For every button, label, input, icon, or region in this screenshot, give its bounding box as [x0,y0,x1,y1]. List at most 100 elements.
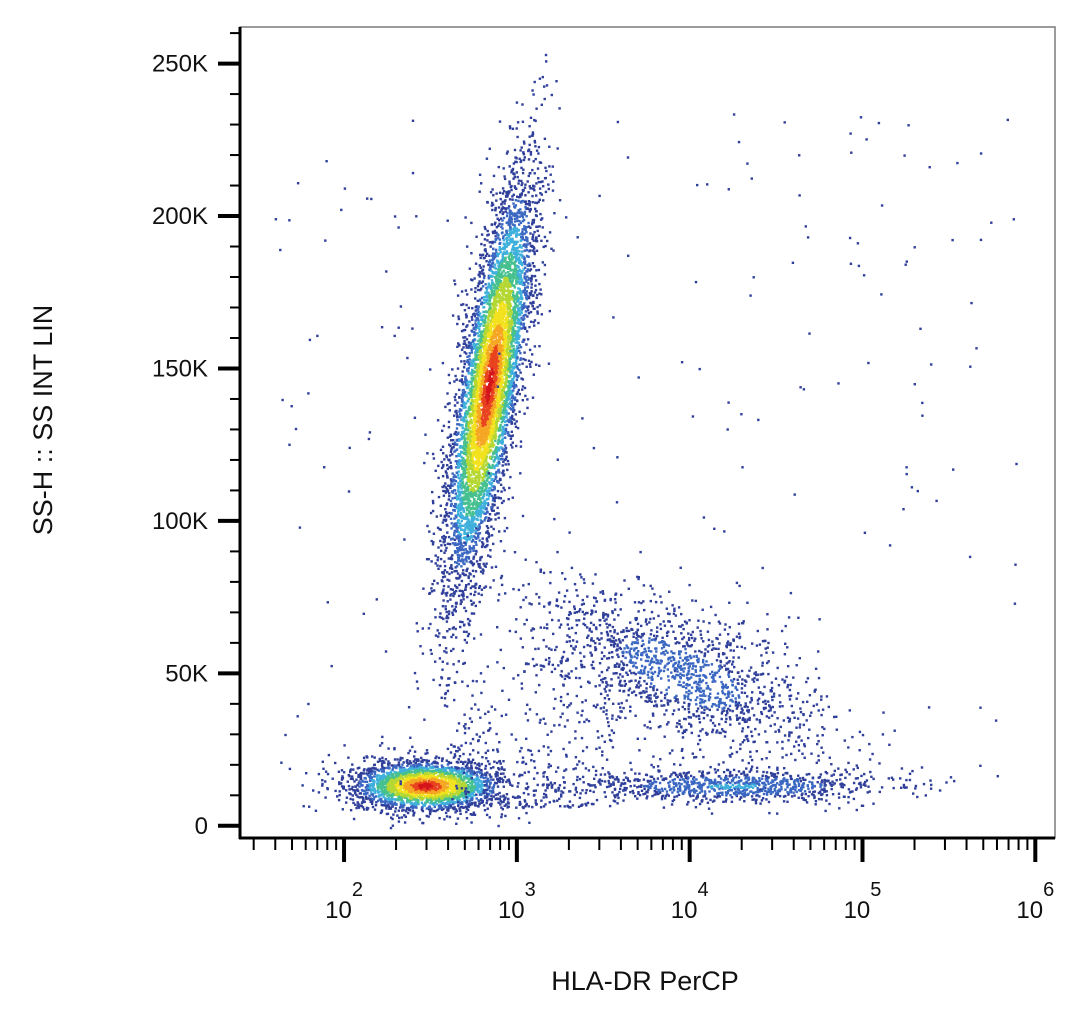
event-point [516,265,519,268]
event-point [490,494,494,498]
event-point [507,463,510,466]
event-point [481,345,484,348]
event-point [493,355,497,358]
event-point [506,390,510,393]
event-point [495,407,498,410]
event-point [497,468,500,472]
event-point [462,490,465,494]
event-point [517,228,520,232]
event-point [470,395,473,399]
event-point [473,370,477,374]
event-point [461,649,464,652]
event-point [467,445,470,448]
event-point [498,191,502,194]
event-point [526,294,529,297]
event-point [517,275,520,278]
event-point [515,331,519,334]
event-point [503,325,507,328]
event-point [511,446,514,449]
event-point [534,157,537,161]
event-point [475,412,478,415]
event-point [507,385,510,388]
event-point [530,302,533,305]
event-point [502,236,505,240]
event-point [443,569,447,572]
event-point [524,358,527,362]
event-point [477,282,481,285]
event-point [492,421,496,424]
event-point [454,475,458,479]
event-point [506,398,509,402]
event-point [517,256,521,259]
event-point [464,216,467,219]
event-point [474,502,478,506]
event-point [462,560,465,563]
event-point [473,388,476,392]
event-point [475,451,478,454]
event-point [509,437,513,440]
event-point [484,585,488,588]
event-point [474,532,477,535]
event-point [472,545,475,548]
event-point [488,398,492,401]
event-point [474,287,477,290]
event-point [456,543,459,546]
event-point [506,243,510,247]
event-point [527,359,531,362]
event-point [403,538,406,541]
event-point [473,637,476,640]
event-point [494,432,497,436]
event-point [501,439,504,442]
event-point [495,315,498,318]
event-point [487,466,490,469]
event-point [488,482,492,485]
event-point [479,390,483,393]
event-point [483,384,486,387]
event-point [513,386,516,389]
event-point [493,266,497,269]
event-point [496,254,500,258]
event-point [442,599,445,602]
event-point [537,200,540,204]
event-point [475,449,478,453]
event-point [518,223,521,226]
event-point [455,576,458,580]
event-point [505,299,508,302]
event-point [474,319,477,322]
event-point [466,684,469,688]
event-point [476,353,480,357]
event-point [483,519,486,522]
event-point [501,419,504,422]
event-point [498,376,501,379]
event-point [479,448,482,451]
event-point [488,241,491,244]
event-point [472,502,475,505]
event-point [447,498,450,501]
event-point [457,503,460,506]
event-point [462,501,466,504]
event-point [458,554,462,557]
event-point [482,310,485,314]
event-point [531,221,534,224]
event-point [531,353,534,356]
event-point [466,359,469,362]
event-point [492,417,495,420]
event-point [480,318,483,321]
event-point [528,143,531,147]
event-point [493,496,496,499]
event-point [465,475,468,479]
event-point [505,230,508,233]
event-point [474,570,478,573]
event-point [521,256,524,259]
event-point [455,466,458,469]
event-point [491,208,494,212]
event-point [485,538,488,541]
event-point [485,440,488,444]
event-point [501,338,505,341]
event-point [491,373,495,376]
event-point [552,180,555,183]
event-point [495,414,499,417]
event-point [479,341,482,344]
event-point [480,331,483,334]
